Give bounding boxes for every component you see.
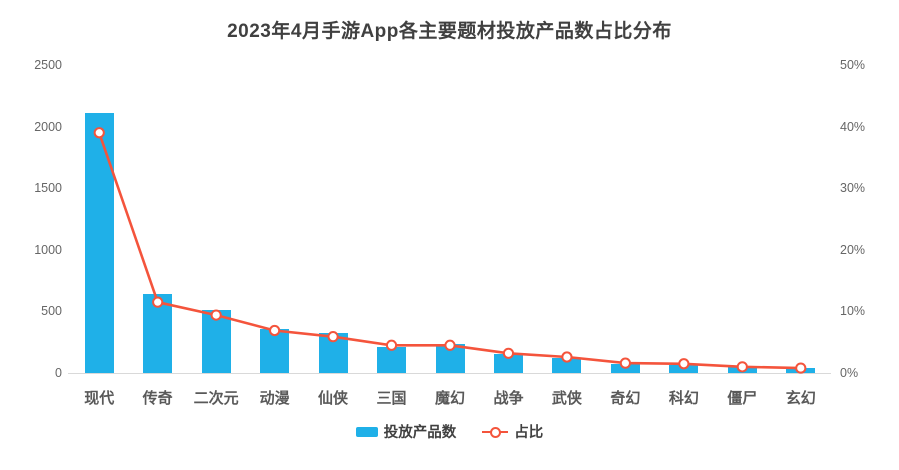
right-axis-tick: 0%	[840, 366, 859, 380]
left-axis-tick: 1500	[34, 181, 62, 196]
bar-仙侠	[318, 332, 348, 373]
bar-战争	[493, 353, 523, 373]
category-label-现代: 现代	[84, 390, 115, 407]
legend-label-ratio: 占比	[514, 425, 544, 441]
right-axis-tick: 30%	[840, 181, 866, 196]
x-axis-line	[68, 373, 831, 374]
bar-僵尸	[727, 367, 757, 373]
bar-动漫	[260, 328, 290, 373]
right-axis-tick: 40%	[840, 119, 866, 134]
legend-label-products: 投放产品数	[383, 425, 457, 441]
right-axis-tick: 50%	[840, 58, 866, 72]
bar-武侠	[552, 357, 582, 373]
bar-奇幻	[610, 364, 640, 373]
legend: 投放产品数 占比	[0, 421, 899, 442]
bar-玄幻	[786, 367, 816, 373]
bar-科幻	[669, 364, 699, 373]
category-label-二次元: 二次元	[193, 390, 239, 407]
left-axis-tick: 2500	[34, 58, 62, 72]
category-label-奇幻: 奇幻	[610, 390, 641, 407]
left-axis-tick: 1000	[34, 242, 62, 257]
bar-现代	[84, 113, 114, 373]
bar-series-swatch-icon	[355, 426, 378, 437]
bar-魔幻	[435, 344, 465, 373]
bar-三国	[377, 347, 407, 373]
chart-title: 2023年4月手游App各主要题材投放产品数占比分布	[227, 21, 672, 42]
category-label-战争: 战争	[493, 390, 524, 407]
category-label-僵尸: 僵尸	[727, 390, 758, 407]
category-label-传奇: 传奇	[142, 390, 173, 407]
left-axis-tick: 2000	[34, 119, 62, 134]
right-axis-tick: 10%	[840, 304, 866, 319]
category-label-仙侠: 仙侠	[318, 390, 349, 407]
right-axis-tick: 20%	[840, 242, 866, 257]
bar-二次元	[201, 309, 231, 373]
bar-传奇	[143, 294, 173, 373]
category-label-魔幻: 魔幻	[434, 390, 465, 407]
line-series-marker-icon	[482, 426, 509, 438]
left-axis-tick: 0	[55, 366, 62, 380]
category-label-玄幻: 玄幻	[785, 390, 816, 407]
category-label-科幻: 科幻	[668, 390, 699, 407]
legend-item-ratio: 占比	[482, 421, 543, 442]
category-label-武侠: 武侠	[551, 390, 582, 407]
category-label-三国: 三国	[376, 390, 407, 407]
legend-item-products: 投放产品数	[355, 421, 457, 442]
left-axis-tick: 500	[41, 304, 62, 319]
category-label-动漫: 动漫	[259, 390, 290, 407]
line-marker-dot	[490, 427, 502, 438]
